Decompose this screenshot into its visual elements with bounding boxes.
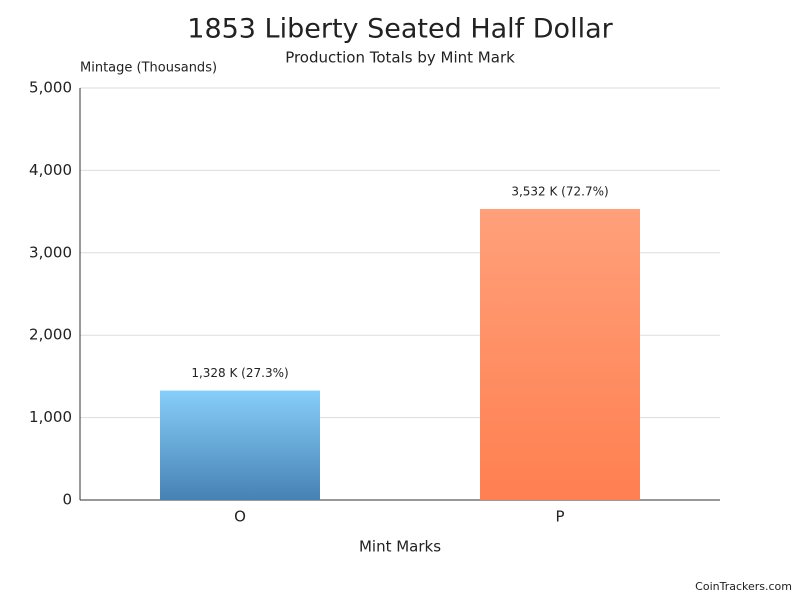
x-axis-label: Mint Marks bbox=[359, 538, 441, 556]
data-label: 1,328 K (27.3%) bbox=[191, 366, 288, 380]
chart-subtitle: Production Totals by Mint Mark bbox=[285, 49, 515, 67]
y-tick-label: 4,000 bbox=[29, 161, 72, 179]
y-tick-label: 1,000 bbox=[29, 408, 72, 426]
y-tick-label: 0 bbox=[62, 491, 72, 509]
bar bbox=[480, 209, 640, 500]
chart-title: 1853 Liberty Seated Half Dollar bbox=[187, 14, 613, 45]
y-tick-label: 2,000 bbox=[29, 326, 72, 344]
bar bbox=[160, 391, 320, 500]
data-label: 3,532 K (72.7%) bbox=[511, 184, 608, 198]
y-axis-label: Mintage (Thousands) bbox=[80, 61, 217, 76]
x-tick-label: O bbox=[234, 508, 246, 526]
y-tick-label: 5,000 bbox=[29, 79, 72, 97]
x-tick-label: P bbox=[555, 508, 564, 526]
footer: CoinTrackers.com bbox=[695, 580, 792, 593]
y-tick-label: 3,000 bbox=[29, 243, 72, 261]
